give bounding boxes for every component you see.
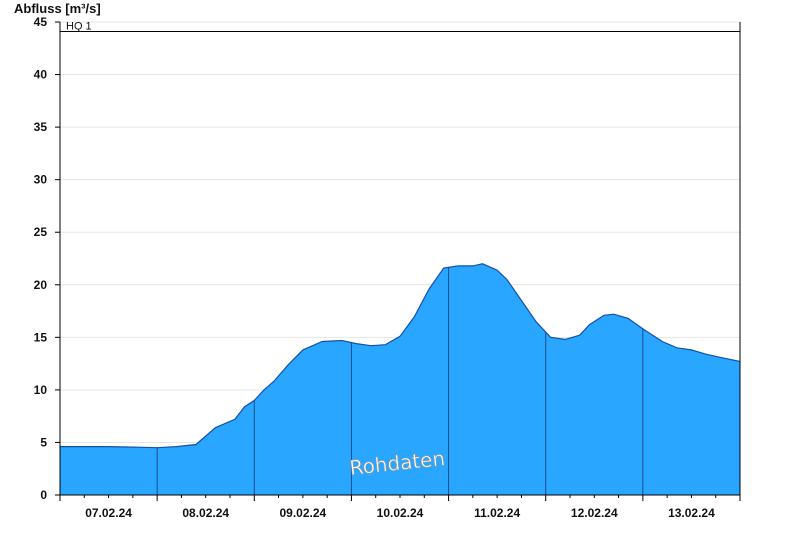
reference-label-hq1: HQ 1 bbox=[66, 20, 92, 32]
y-tick-label-0: 0 bbox=[40, 488, 47, 502]
y-tick-label-7: 35 bbox=[34, 120, 48, 134]
y-axis-title: Abfluss [m³/s] bbox=[14, 1, 101, 16]
y-tick-label-4: 20 bbox=[34, 278, 48, 292]
y-tick-label-8: 40 bbox=[34, 68, 48, 82]
y-tick-label-5: 25 bbox=[34, 225, 48, 239]
y-tick-label-2: 10 bbox=[34, 383, 48, 397]
y-tick-label-1: 5 bbox=[40, 435, 47, 449]
y-tick-label-3: 15 bbox=[34, 330, 48, 344]
x-tick-label-1: 08.02.24 bbox=[182, 506, 229, 520]
discharge-line bbox=[60, 263, 741, 449]
x-tick-label-3: 10.02.24 bbox=[377, 506, 424, 520]
x-tick-label-4: 11.02.24 bbox=[474, 506, 520, 520]
x-tick-label-0: 07.02.24 bbox=[85, 506, 132, 520]
y-tick-label-6: 30 bbox=[34, 173, 48, 187]
discharge-area bbox=[60, 263, 740, 495]
x-tick-label-5: 12.02.24 bbox=[571, 506, 618, 520]
x-tick-label-2: 09.02.24 bbox=[279, 506, 326, 520]
y-tick-label-9: 45 bbox=[34, 15, 48, 29]
x-tick-label-6: 13.02.24 bbox=[668, 506, 715, 520]
